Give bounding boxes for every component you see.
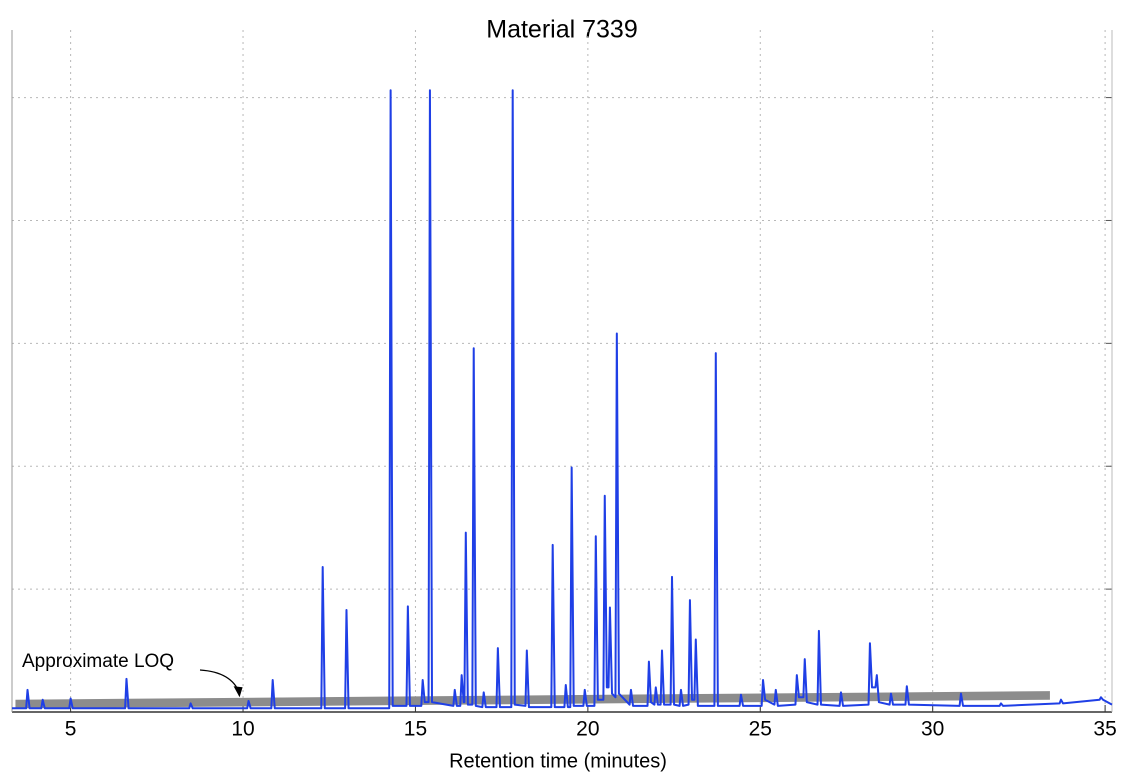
x-tick-label: 5 [65,718,77,741]
annotation-arrow [199,669,241,694]
x-tick-label: 30 [921,718,944,741]
chart-title: Material 7339 [486,16,637,44]
annotation-text: Approximate LOQ [22,651,174,672]
x-tick-label: 15 [404,718,427,741]
x-tick-label: 20 [576,718,599,741]
x-axis-label: Retention time (minutes) [449,750,667,772]
loq-band [15,691,1050,709]
x-tick-label: 10 [231,718,254,741]
trace-line [12,89,1113,710]
x-tick-label: 25 [749,718,772,741]
x-tick-label: 35 [1093,718,1116,741]
arrow-head [233,686,243,698]
